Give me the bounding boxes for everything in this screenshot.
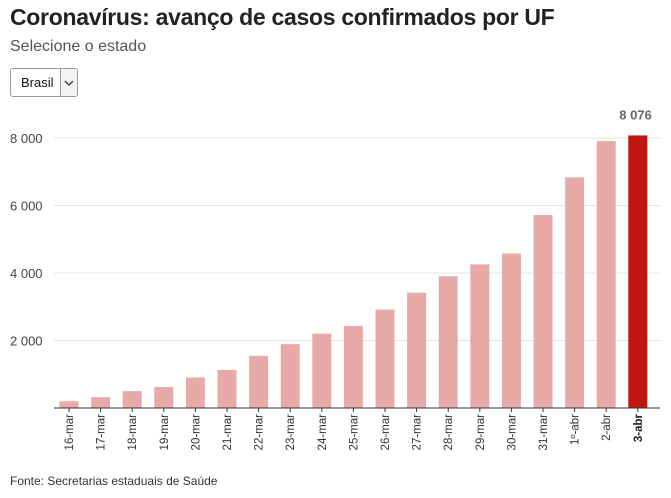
x-tick-label: 2-abr [601, 414, 613, 441]
bar [407, 292, 427, 408]
x-tick-label: 20-mar [190, 414, 202, 451]
x-tick-label: 26-mar [380, 414, 392, 451]
y-tick-label: 4 000 [10, 266, 43, 281]
chart-title: Coronavírus: avanço de casos confirmados… [10, 4, 555, 30]
y-tick-label: 8 000 [10, 131, 43, 146]
bar [565, 177, 585, 408]
bar [280, 344, 300, 408]
source-note: Fonte: Secretarias estaduais de Saúde [10, 474, 218, 488]
x-tick-label: 1º-abr [570, 414, 582, 445]
bar-chart: 2 000 4 000 6 000 8 000 16-mar 17-mar 18-mar 19… [10, 107, 660, 451]
bar [628, 135, 648, 408]
x-tick-label: 19-mar [159, 414, 171, 451]
bar [122, 391, 142, 408]
bar [533, 215, 553, 408]
x-tick-label: 25-mar [348, 414, 360, 451]
x-tick-label: 18-mar [127, 414, 139, 451]
bar [501, 253, 521, 408]
bar [312, 333, 332, 408]
x-tick-label: 17-mar [96, 414, 108, 451]
x-tick-label: 30-mar [506, 414, 518, 451]
x-tick-label: 24-mar [317, 414, 329, 451]
x-tick-label: 29-mar [475, 414, 487, 451]
bar [596, 141, 616, 408]
highlight-value-label: 8 076 [619, 107, 652, 122]
bar [375, 309, 395, 408]
x-tick-label: 28-mar [443, 414, 455, 451]
x-tick-label: 3-abr [633, 413, 645, 442]
bar [217, 369, 237, 408]
bar [438, 276, 458, 408]
x-tick-label: 21-mar [222, 414, 234, 451]
x-tick-label: 31-mar [538, 414, 550, 451]
bar [154, 387, 174, 408]
bar [185, 377, 205, 408]
state-select-label: Selecione o estado [10, 38, 147, 55]
chevron-down-icon[interactable] [60, 69, 77, 96]
bar [59, 401, 79, 408]
y-tick-label: 2 000 [10, 334, 43, 349]
x-tick-label: 23-mar [285, 414, 297, 451]
bar [470, 264, 490, 408]
bar [343, 325, 363, 408]
bar [249, 355, 269, 408]
state-select-value: Brasil [21, 75, 54, 90]
state-select[interactable]: Brasil [10, 68, 78, 97]
x-tick-label: 16-mar [64, 414, 76, 451]
bar [91, 397, 111, 408]
x-tick-label: 27-mar [412, 414, 424, 451]
y-tick-label: 6 000 [10, 199, 43, 214]
x-tick-label: 22-mar [254, 414, 266, 451]
